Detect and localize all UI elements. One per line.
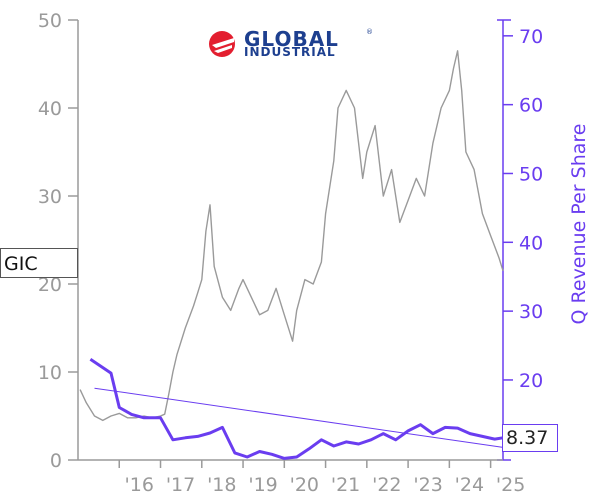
x-tick-label: '17 xyxy=(166,474,195,496)
chart-axes xyxy=(68,19,513,468)
y-tick-left-label: 30 xyxy=(38,186,62,208)
x-tick-label: '16 xyxy=(125,474,154,496)
chart-tick-labels: 0 10 20 30 40 50 20 30 40 50 60 70 '16 '17 '18 '19 '20 '2… xyxy=(38,10,543,496)
revenue-trend-line xyxy=(94,387,504,448)
price-line xyxy=(79,50,504,422)
chart-series-layer xyxy=(79,50,504,460)
x-tick-label: '20 xyxy=(290,474,319,496)
y-tick-right-label: 60 xyxy=(519,95,543,117)
x-tick-label: '22 xyxy=(372,474,401,496)
y-tick-right-label: 40 xyxy=(519,232,543,254)
x-tick-label: '24 xyxy=(455,474,484,496)
last-value-label: 8.37 xyxy=(506,427,549,449)
logo-text-global: GLOBAL xyxy=(244,27,339,51)
y-tick-left-label: 40 xyxy=(38,98,62,120)
global-industrial-logo: GLOBAL INDUSTRIAL ® xyxy=(208,27,378,60)
y-tick-right-label: 30 xyxy=(519,301,543,323)
y-tick-left-label: 10 xyxy=(38,362,62,384)
x-tick-label: '19 xyxy=(248,474,277,496)
y-tick-left-label: 0 xyxy=(50,450,62,472)
logo-mark-icon xyxy=(209,31,235,57)
y-tick-left-label: 20 xyxy=(38,274,62,296)
y-tick-right-label: 70 xyxy=(519,26,543,48)
y-tick-right-label: 20 xyxy=(519,370,543,392)
last-value-box: 8.37 xyxy=(502,424,558,452)
logo-registered-mark: ® xyxy=(366,28,373,36)
logo-text-industrial: INDUSTRIAL xyxy=(244,45,336,59)
ticker-label: GIC xyxy=(4,253,38,275)
y-axis-label-right: Q Revenue Per Share xyxy=(568,124,590,325)
x-tick-label: '18 xyxy=(207,474,236,496)
x-tick-label: '23 xyxy=(413,474,442,496)
revenue-per-share-line xyxy=(89,358,504,460)
x-tick-label: '25 xyxy=(496,474,525,496)
y-tick-left-label: 50 xyxy=(38,10,62,32)
x-tick-label: '21 xyxy=(331,474,360,496)
ticker-label-box: GIC xyxy=(0,248,78,278)
y-tick-right-label: 50 xyxy=(519,163,543,185)
